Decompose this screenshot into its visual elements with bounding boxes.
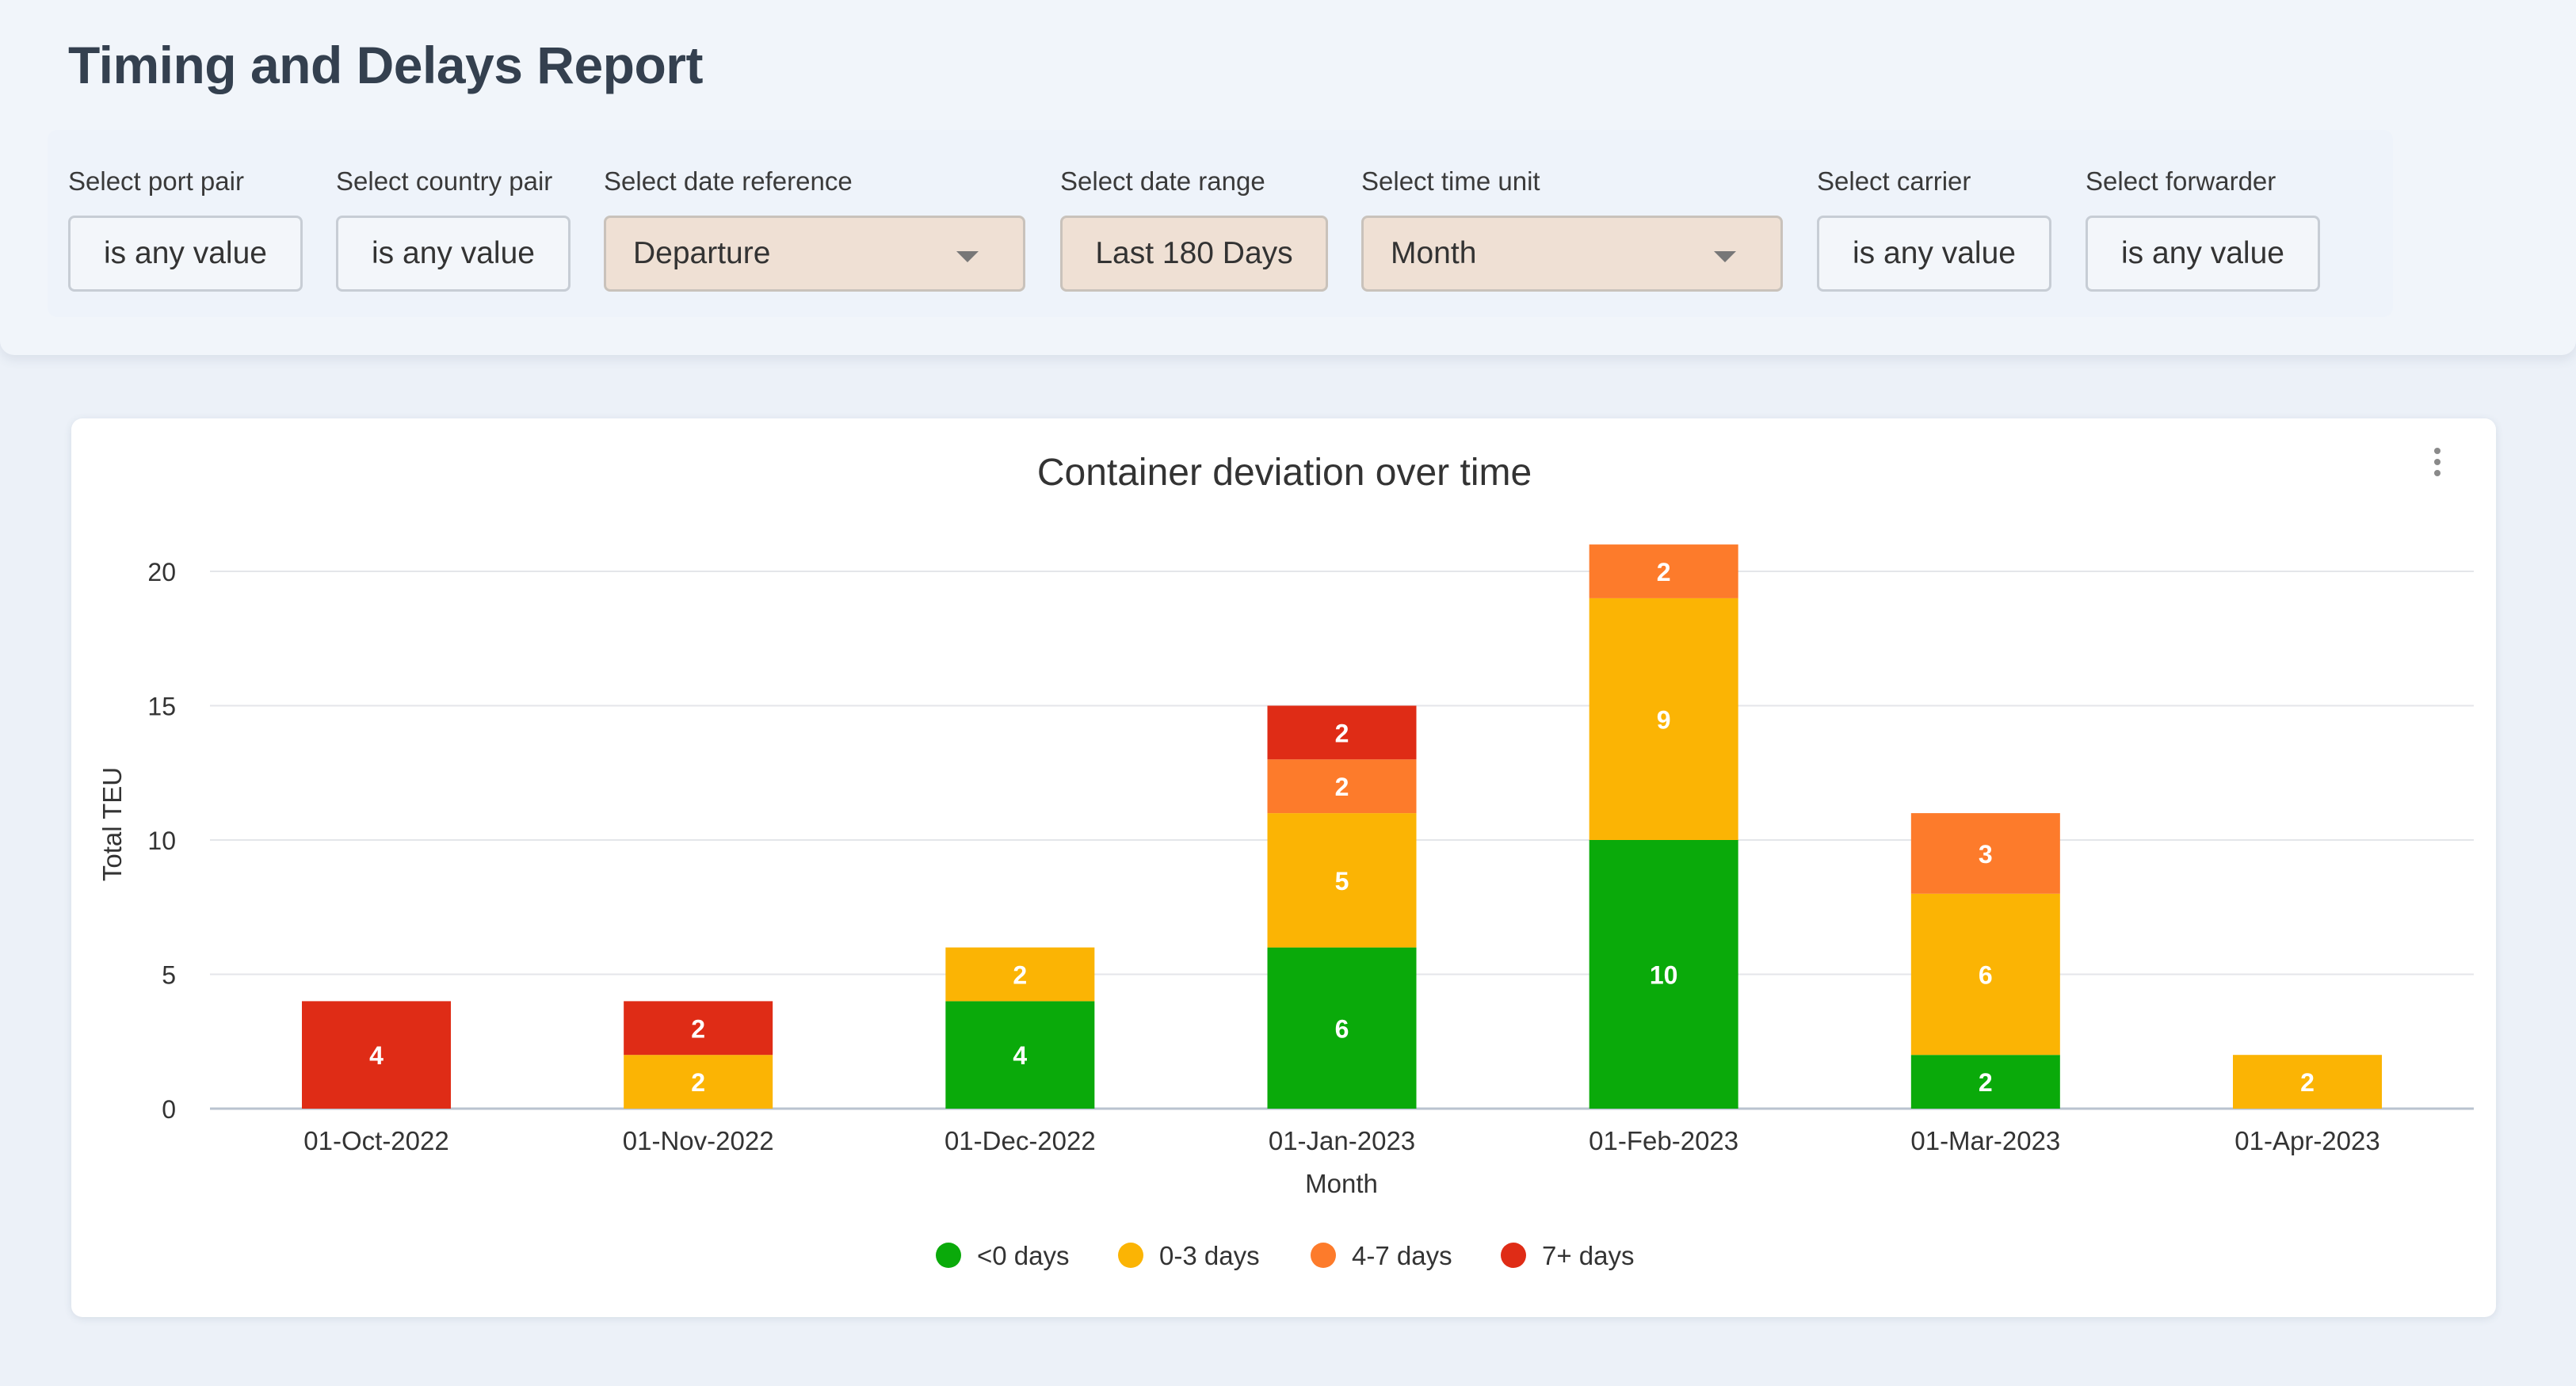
bar-segment [1910,813,2060,894]
x-tick-label: 01-Dec-2022 [945,1126,1096,1155]
data-label: 2 [1979,1068,1993,1097]
legend-label: 4-7 days [1352,1241,1452,1270]
filter-country-pair-value: is any value [372,236,535,270]
page-title: Timing and Delays Report [68,36,703,94]
data-label: 4 [1013,1041,1027,1070]
data-label: 5 [1335,867,1349,895]
data-label: 2 [1335,773,1349,801]
data-label: 2 [1013,961,1027,990]
legend-swatch [1311,1243,1336,1268]
x-axis-label: Month [1305,1169,1378,1198]
bar-segment [624,1055,773,1109]
bar-segment [945,1001,1095,1109]
legend-label: <0 days [977,1241,1070,1270]
filter-time-unit-label: Select time unit [1361,166,1540,196]
data-label: 3 [1979,840,1993,869]
bar-segment [2233,1055,2382,1109]
filter-carrier-label: Select carrier [1817,166,1971,196]
filter-carrier-input[interactable]: is any value [1817,216,2051,292]
y-axis-label: Total TEU [97,767,127,881]
filter-date-reference-select[interactable]: Departure [604,216,1025,292]
data-label: 2 [691,1068,705,1097]
chevron-down-icon [956,251,979,262]
y-tick-label: 0 [162,1095,176,1124]
filter-carrier-value: is any value [1853,236,2016,270]
filter-forwarder-label: Select forwarder [2086,166,2276,196]
legend-swatch [936,1243,961,1268]
x-tick-label: 01-Mar-2023 [1910,1126,2060,1155]
filter-time-unit-value: Month [1391,236,1477,270]
x-tick-label: 01-Oct-2022 [303,1126,448,1155]
data-label: 2 [2300,1068,2315,1097]
more-vertical-icon[interactable] [2433,448,2442,479]
filter-country-pair-label: Select country pair [336,166,553,196]
x-tick-label: 01-Feb-2023 [1589,1126,1738,1155]
bar-segment [945,947,1095,1002]
x-tick-label: 01-Jan-2023 [1269,1126,1415,1155]
chart-title: Container deviation over time [1037,452,1532,494]
bar-segment [624,1001,773,1056]
legend-swatch [1501,1243,1526,1268]
legend-label: 7+ days [1542,1241,1635,1270]
bar-segment [1267,705,1417,760]
filter-forwarder-value: is any value [2121,236,2284,270]
bar-segment [1910,1055,2060,1109]
legend-label: 0-3 days [1159,1241,1260,1270]
bar-segment [1589,544,1738,598]
bar-segment [1589,840,1738,1109]
data-label: 4 [369,1041,384,1070]
filter-forwarder-input[interactable]: is any value [2086,216,2320,292]
data-label: 6 [1335,1014,1349,1043]
filter-date-range-input[interactable]: Last 180 Days [1060,216,1328,292]
x-tick-label: 01-Nov-2022 [623,1126,774,1155]
filter-date-reference-label: Select date reference [604,166,853,196]
bar-segment [1267,947,1417,1109]
filter-port-pair-label: Select port pair [68,166,244,196]
filter-port-pair-value: is any value [104,236,267,270]
y-tick-label: 10 [147,827,176,855]
y-tick-label: 15 [147,693,176,721]
y-tick-label: 5 [162,961,176,990]
y-tick-label: 20 [147,558,176,586]
bar-segment [1267,759,1417,814]
filter-port-pair-input[interactable]: is any value [68,216,303,292]
data-label: 6 [1979,961,1993,990]
data-label: 2 [1335,719,1349,747]
bar-segment [1267,813,1417,948]
data-label: 9 [1657,705,1671,734]
data-label: 2 [1657,558,1671,586]
filter-time-unit-select[interactable]: Month [1361,216,1783,292]
legend-swatch [1118,1243,1143,1268]
filter-date-reference-value: Departure [633,236,771,270]
chevron-down-icon [1714,251,1736,262]
filter-country-pair-input[interactable]: is any value [336,216,571,292]
x-tick-label: 01-Apr-2023 [2234,1126,2379,1155]
data-label: 10 [1650,961,1678,990]
data-label: 2 [691,1014,705,1043]
filter-date-range-value: Last 180 Days [1095,236,1293,270]
bar-segment [302,1001,451,1109]
bar-segment [1910,893,2060,1056]
bar-segment [1589,598,1738,840]
filter-date-range-label: Select date range [1060,166,1265,196]
